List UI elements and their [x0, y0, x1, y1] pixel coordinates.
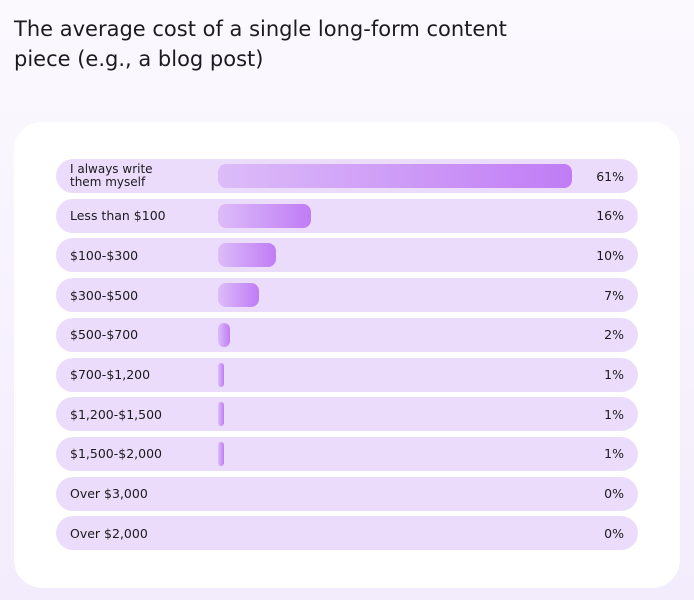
bar — [218, 164, 572, 188]
category-label: $300-$500 — [70, 287, 139, 303]
bar-track: I always write them myself 61% — [56, 159, 638, 193]
value-label: 1% — [604, 367, 624, 382]
chart-card: I always write them myself 61% Less than $… — [14, 122, 680, 588]
bar-track: $700-$1,200 1% — [56, 357, 638, 392]
category-label: $1,200-$1,500 — [70, 406, 162, 422]
bar-track: Less than $100 16% — [56, 198, 638, 233]
category-label: Over $2,000 — [70, 525, 148, 541]
value-label: 7% — [604, 287, 624, 303]
value-label: 1% — [604, 406, 624, 422]
value-label: 1% — [604, 446, 624, 462]
category-label: $500-$700 — [70, 327, 139, 343]
category-label: $1,500-$2,000 — [70, 446, 162, 462]
bar-track: Over $3,000 0% — [56, 476, 638, 511]
value-label: 16% — [596, 208, 624, 224]
category-label: $700-$1,200 — [70, 367, 151, 382]
bar — [218, 441, 224, 466]
category-label: Less than $100 — [70, 208, 166, 224]
bar-track: Over $2,000 0% — [56, 516, 638, 551]
category-label: I always write them myself — [70, 162, 153, 189]
value-label: 0% — [604, 486, 624, 502]
chart-title: The average cost of a single long-form c… — [14, 17, 507, 71]
bar-track: $300-$500 7% — [56, 278, 638, 313]
bar — [218, 322, 230, 347]
value-label: 10% — [596, 247, 624, 263]
value-label: 2% — [604, 327, 624, 343]
bar — [218, 203, 311, 228]
bar — [218, 402, 224, 427]
value-label: 0% — [604, 525, 624, 541]
bar — [218, 243, 276, 268]
bar-track: $500-$700 2% — [56, 317, 638, 352]
value-label: 61% — [596, 168, 624, 184]
category-label: $100-$300 — [70, 247, 139, 263]
bar-track: $100-$300 10% — [56, 238, 638, 273]
bar — [218, 362, 224, 387]
category-label: Over $3,000 — [70, 486, 148, 502]
bar-track: $1,200-$1,500 1% — [56, 397, 638, 432]
bar-track: $1,500-$2,000 1% — [56, 436, 638, 471]
bar — [218, 283, 259, 308]
